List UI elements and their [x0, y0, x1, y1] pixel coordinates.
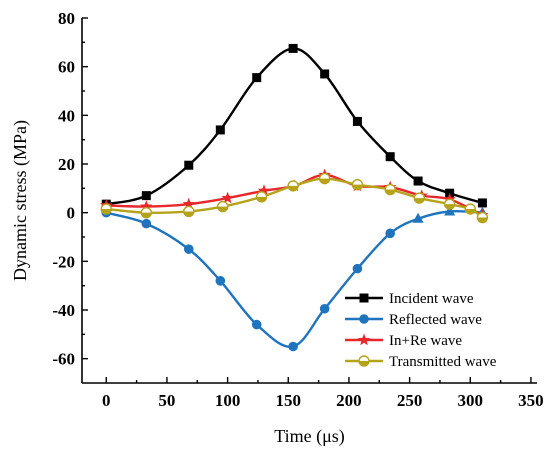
data-point — [385, 152, 395, 162]
legend-marker — [359, 314, 369, 324]
y-tick-label: 20 — [58, 155, 75, 174]
data-point — [319, 303, 330, 314]
data-point — [141, 218, 152, 229]
data-point — [217, 200, 229, 213]
x-tick-label: 200 — [336, 391, 362, 410]
x-tick-label: 300 — [458, 391, 484, 410]
legend: Incident wave Reflected wave In+Re wave Tra… — [345, 291, 497, 370]
data-point — [384, 183, 396, 196]
data-point — [413, 176, 423, 186]
x-tick-label: 350 — [518, 391, 544, 410]
x-tick-label: 250 — [397, 391, 423, 410]
legend-label: Incident wave — [389, 291, 474, 307]
data-point — [320, 69, 330, 79]
data-point — [215, 276, 226, 286]
legend-label: Reflected wave — [389, 312, 482, 328]
plot-frame — [81, 18, 537, 384]
legend-marker — [359, 293, 369, 303]
data-point — [184, 160, 194, 170]
y-tick-label: -60 — [52, 350, 75, 369]
data-point — [255, 191, 268, 203]
data-point — [100, 203, 112, 215]
data-point — [183, 244, 194, 254]
data-point — [444, 205, 456, 216]
x-tick-label: 100 — [215, 391, 241, 410]
y-axis-title: Dynamic stress (MPa) — [10, 120, 31, 281]
data-point — [352, 263, 363, 274]
legend-label: In+Re wave — [389, 333, 462, 349]
series-reflected-wave — [101, 205, 488, 352]
data-point — [443, 198, 456, 210]
data-point — [215, 125, 225, 135]
data-point — [412, 212, 424, 223]
data-point — [288, 341, 298, 352]
data-point — [464, 203, 476, 215]
data-point — [352, 116, 362, 126]
legend-marker — [358, 355, 370, 367]
data-point — [141, 191, 151, 201]
data-point — [413, 192, 426, 204]
x-ticks: 0 50 100 150 200 250 300 350 — [102, 377, 544, 410]
data-point — [351, 178, 364, 191]
data-point — [182, 197, 195, 210]
y-tick-label: -40 — [52, 301, 75, 320]
data-point — [140, 200, 153, 212]
x-tick-label: 150 — [276, 391, 302, 410]
data-point — [318, 172, 331, 185]
legend-item-incident-wave: Incident wave — [345, 291, 474, 307]
data-point — [251, 319, 262, 330]
legend-item-in-re-wave: In+Re wave — [345, 333, 462, 349]
data-point — [183, 205, 195, 218]
legend-item-reflected-wave: Reflected wave — [345, 312, 482, 328]
x-tick-label: 0 — [102, 391, 111, 410]
data-point — [221, 191, 234, 204]
y-tick-label: 0 — [67, 204, 76, 223]
data-point — [477, 198, 487, 208]
legend-item-transmitted-wave: Transmitted wave — [345, 354, 497, 370]
series-layer — [100, 43, 489, 352]
x-tick-label: 50 — [158, 391, 175, 410]
x-axis-title: Time (μs) — [274, 426, 345, 447]
y-tick-label: 40 — [58, 106, 75, 125]
legend-marker — [357, 333, 371, 346]
data-point — [288, 43, 298, 53]
series-transmitted-wave — [100, 172, 489, 224]
y-tick-label: -20 — [52, 252, 75, 271]
data-point — [140, 206, 153, 219]
data-point — [385, 228, 395, 239]
y-ticks: -60 -40 -20 0 20 40 60 80 — [52, 9, 88, 369]
y-tick-label: 60 — [58, 58, 75, 77]
data-point — [257, 184, 271, 197]
data-point — [476, 211, 489, 224]
data-point — [252, 73, 262, 83]
legend-label: Transmitted wave — [389, 354, 497, 370]
y-tick-label: 80 — [58, 9, 75, 28]
data-point — [287, 180, 299, 192]
